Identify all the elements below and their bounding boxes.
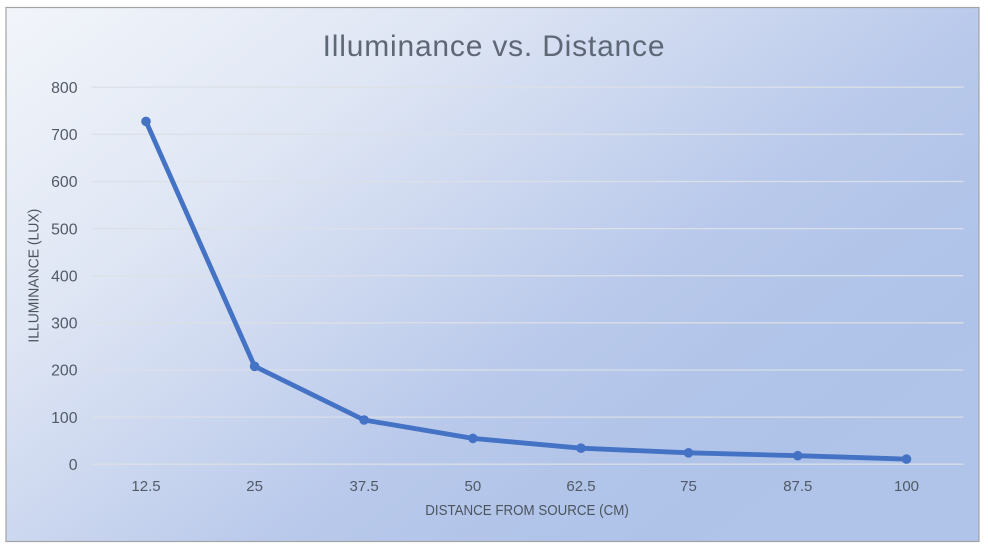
svg-text:ILLUMINANCE (LUX): ILLUMINANCE (LUX) — [26, 209, 43, 343]
svg-text:37.5: 37.5 — [349, 478, 378, 495]
svg-text:400: 400 — [51, 268, 78, 285]
svg-text:DISTANCE FROM SOURCE (CM): DISTANCE FROM SOURCE (CM) — [425, 502, 629, 519]
svg-text:700: 700 — [51, 127, 78, 144]
svg-text:600: 600 — [51, 174, 78, 191]
svg-text:300: 300 — [51, 316, 78, 333]
svg-text:87.5: 87.5 — [783, 478, 812, 495]
svg-text:62.5: 62.5 — [566, 478, 595, 495]
svg-text:50: 50 — [465, 478, 482, 495]
svg-text:100: 100 — [894, 478, 919, 495]
svg-text:500: 500 — [51, 221, 78, 238]
svg-text:75: 75 — [680, 478, 697, 495]
svg-text:Illuminance vs. Distance: Illuminance vs. Distance — [323, 30, 666, 63]
svg-text:12.5: 12.5 — [131, 478, 160, 495]
svg-text:100: 100 — [51, 410, 78, 427]
svg-text:0: 0 — [69, 457, 78, 474]
svg-text:200: 200 — [51, 363, 78, 380]
svg-text:25: 25 — [246, 478, 263, 495]
svg-text:800: 800 — [51, 80, 78, 97]
